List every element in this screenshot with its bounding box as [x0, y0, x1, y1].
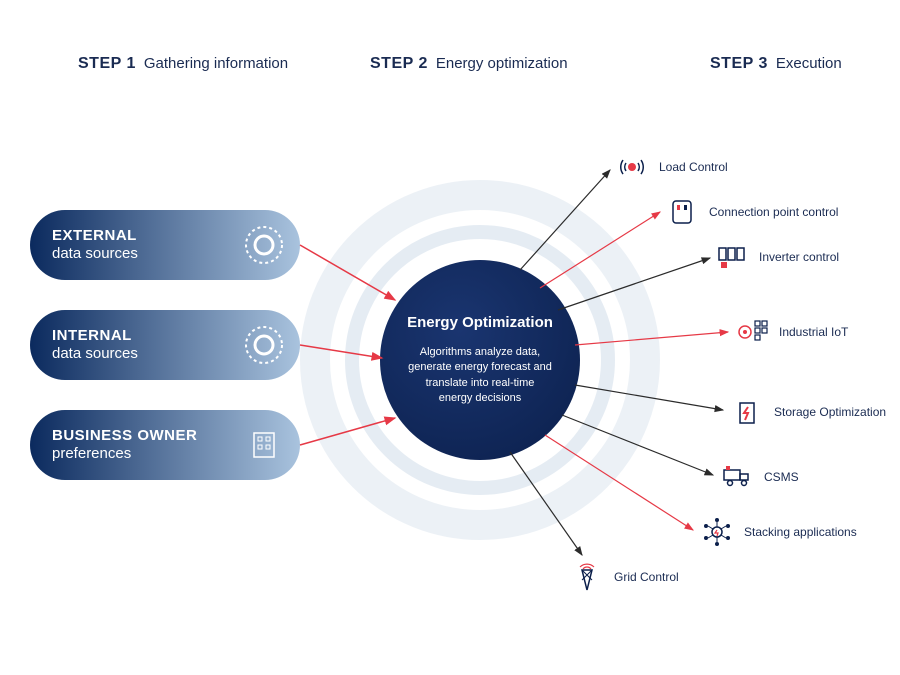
- truck-icon: [720, 460, 754, 494]
- step-1-header: STEP 1 Gathering information: [78, 55, 288, 73]
- exec-storage: Storage Optimization: [730, 395, 886, 429]
- exec-stacking: Stacking applications: [700, 515, 857, 549]
- iot-icon: [735, 315, 769, 349]
- step-3-header: STEP 3 Execution: [710, 55, 842, 73]
- step-2-header: STEP 2 Energy optimization: [370, 55, 568, 73]
- exec-label: Storage Optimization: [774, 405, 886, 419]
- exec-load-control: Load Control: [615, 150, 728, 184]
- pill-title: EXTERNAL: [52, 227, 138, 245]
- battery-icon: [730, 395, 764, 429]
- wave-icon: [615, 150, 649, 184]
- step-number: STEP 1: [78, 55, 136, 73]
- network-icon: [700, 515, 734, 549]
- exec-label: Stacking applications: [744, 525, 857, 539]
- exec-label: Industrial IoT: [779, 325, 848, 339]
- center-circle: Energy Optimization Algorithms analyze d…: [380, 260, 580, 460]
- pill-title: INTERNAL: [52, 327, 138, 345]
- exec-label: Inverter control: [759, 250, 839, 264]
- exec-label: Grid Control: [614, 570, 679, 584]
- step-label: Energy optimization: [436, 55, 568, 72]
- exec-industrial-iot: Industrial IoT: [735, 315, 848, 349]
- pill-subtitle: data sources: [52, 345, 138, 363]
- center-description: Algorithms analyze data, generate energy…: [400, 345, 560, 407]
- target-icon: [242, 223, 286, 267]
- step-number: STEP 3: [710, 55, 768, 73]
- exec-label: Connection point control: [709, 205, 838, 219]
- building-icon: [242, 423, 286, 467]
- step-number: STEP 2: [370, 55, 428, 73]
- target-icon: [242, 323, 286, 367]
- pill-external: EXTERNAL data sources: [30, 210, 300, 280]
- step-label: Gathering information: [144, 55, 288, 72]
- inverter-icon: [715, 240, 749, 274]
- tower-icon: [570, 560, 604, 594]
- pill-title: BUSINESS OWNER: [52, 427, 197, 445]
- step-label: Execution: [776, 55, 842, 72]
- center-title: Energy Optimization: [407, 313, 553, 333]
- box-icon: [665, 195, 699, 229]
- exec-grid-control: Grid Control: [570, 560, 679, 594]
- exec-csms: CSMS: [720, 460, 799, 494]
- exec-label: CSMS: [764, 470, 799, 484]
- exec-inverter: Inverter control: [715, 240, 839, 274]
- pill-business-owner: BUSINESS OWNER preferences: [30, 410, 300, 480]
- pill-internal: INTERNAL data sources: [30, 310, 300, 380]
- pill-subtitle: data sources: [52, 245, 138, 263]
- pill-subtitle: preferences: [52, 445, 197, 463]
- exec-connection-point: Connection point control: [665, 195, 838, 229]
- exec-label: Load Control: [659, 160, 728, 174]
